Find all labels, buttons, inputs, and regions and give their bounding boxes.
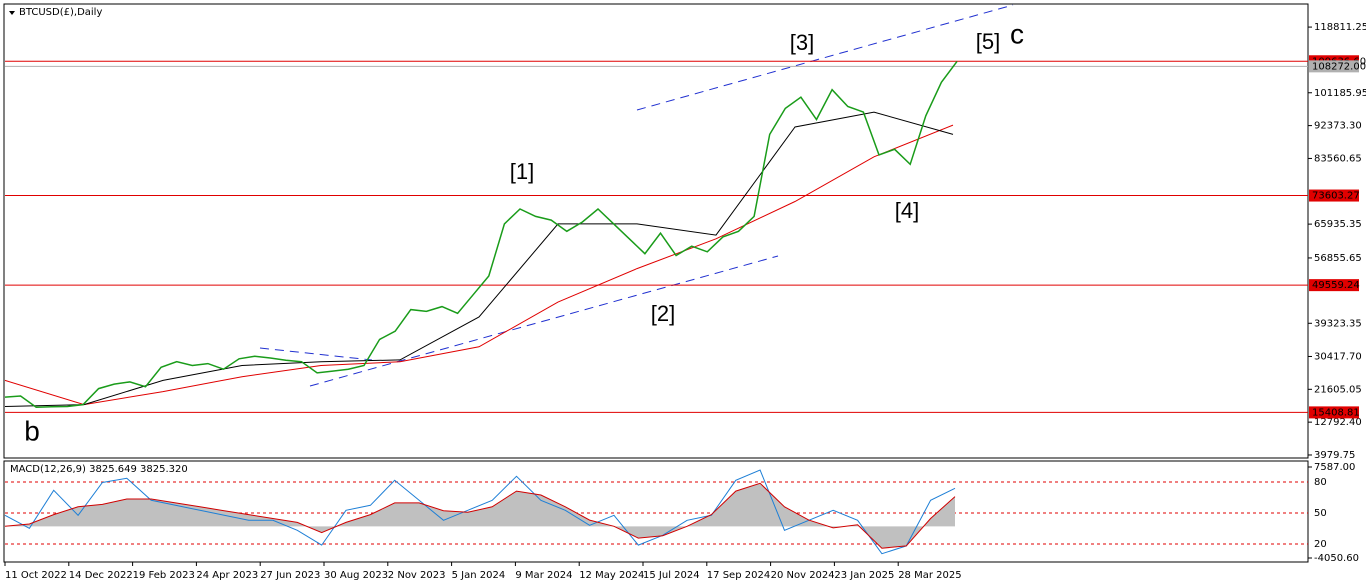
y2-tick-label: 80 (1314, 477, 1327, 488)
y-tick-label: 30417.70 (1314, 351, 1362, 362)
x-tick-label: 12 May 2024 (579, 570, 644, 581)
level-label: 73603.27 (1312, 191, 1360, 202)
moving-average (4, 111, 954, 407)
y-tick-label: 56855.65 (1314, 253, 1362, 264)
y-tick-label: 101185.95 (1314, 88, 1366, 99)
level-label-bg (1309, 60, 1359, 73)
x-tick-label: 27 Jun 2023 (260, 570, 320, 581)
x-tick-label: 19 Feb 2023 (133, 570, 195, 581)
y-tick-label: 65935.35 (1314, 219, 1362, 230)
x-tick-label: 30 Aug 2023 (324, 570, 388, 581)
y-tick-label: 92373.30 (1314, 121, 1362, 132)
level-label-bg (1309, 279, 1359, 292)
trend-line (259, 347, 373, 361)
trend-line (309, 255, 779, 387)
y-tick-label: 39323.35 (1314, 318, 1362, 329)
wave-label: b (24, 415, 40, 446)
level-label: 108272.00 (1312, 61, 1366, 72)
trend-line (636, 4, 1014, 111)
macd-title: MACD(12,26,9) 3825.649 3825.320 (10, 464, 188, 475)
y-tick-label: -4050.60 (1314, 553, 1359, 564)
wave-label: [2] (651, 301, 675, 326)
y-tick-label: 21605.05 (1314, 384, 1362, 395)
wave-label: [4] (895, 198, 919, 223)
x-tick-label: 23 Jan 2025 (834, 570, 894, 581)
macd-frame (3, 460, 1309, 563)
y-tick-label: 3979.75 (1314, 450, 1355, 461)
y-tick-label: 12792.40 (1314, 417, 1362, 428)
macd-line (4, 482, 956, 549)
price-line (4, 60, 958, 408)
x-tick-label: 20 Nov 2024 (771, 570, 835, 581)
y2-tick-label: 20 (1314, 539, 1327, 550)
x-tick-label: 14 Dec 2022 (69, 570, 133, 581)
wave-label: [1] (510, 159, 534, 184)
x-tick-label: 2 Nov 2023 (388, 570, 446, 581)
signal-area (5, 483, 955, 549)
wave-label: c (1010, 18, 1024, 49)
moving-average (4, 124, 954, 406)
chart-title: BTCUSD(£),Daily (19, 7, 102, 18)
y-tick-label: 118811.25 (1314, 22, 1366, 33)
x-tick-label: 5 Jan 2024 (452, 570, 506, 581)
y2-tick-label: 50 (1314, 508, 1327, 519)
x-tick-label: 17 Sep 2024 (707, 570, 770, 581)
level-label-bg (1309, 406, 1359, 419)
x-tick-label: 24 Apr 2023 (196, 570, 258, 581)
wave-label: [3] (790, 30, 814, 55)
y-tick-label: 7587.00 (1314, 462, 1355, 473)
level-label: 15408.81 (1312, 407, 1360, 418)
wave-label: [5] (976, 29, 1000, 54)
x-tick-label: 15 Jul 2024 (643, 570, 700, 581)
x-tick-label: 28 Mar 2025 (898, 570, 961, 581)
main-frame (3, 3, 1309, 459)
x-tick-label: 11 Oct 2022 (5, 570, 67, 581)
x-tick-label: 9 Mar 2024 (515, 570, 572, 581)
level-label-bg (1309, 189, 1359, 202)
level-label: 49559.24 (1312, 280, 1360, 291)
macd-line (4, 469, 956, 555)
menu-triangle (9, 11, 15, 15)
y-tick-label: 83560.65 (1314, 153, 1362, 164)
